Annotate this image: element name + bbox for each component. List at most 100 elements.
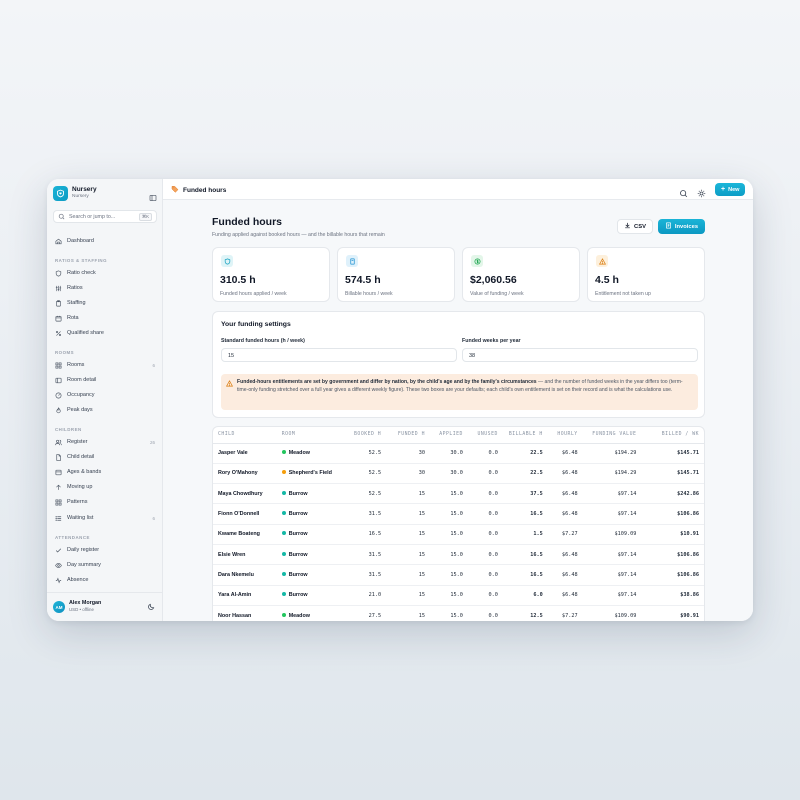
cell-unused: 0.0 <box>467 564 503 586</box>
sidebar-item-patterns[interactable]: Patterns <box>55 497 155 507</box>
sidebar-item-rota[interactable]: Rota <box>55 313 155 323</box>
table-row[interactable]: Jasper Vale Meadow 52.5 30 30.0 0.0 22.5… <box>213 443 704 464</box>
table-row[interactable]: Rory O'Mahony Shepherd's Field 52.5 30 3… <box>213 463 704 485</box>
user-menu[interactable]: AM Alex Morgan USD • offline <box>53 598 157 616</box>
col-header-unused[interactable]: UNUSED <box>467 427 503 444</box>
sidebar-item-day-summary[interactable]: Day summary <box>55 560 155 570</box>
users-icon <box>55 439 62 446</box>
cell-billed: $90.91 <box>641 605 704 621</box>
cell-room: Burrow <box>288 592 308 599</box>
moon-icon[interactable] <box>147 598 155 616</box>
room-dot <box>281 450 286 455</box>
page-title: Funded hours <box>212 216 282 228</box>
plus-icon: + <box>721 186 726 193</box>
cell-unused: 0.0 <box>467 605 503 621</box>
receipt-icon <box>665 222 672 231</box>
arrow-up-icon <box>55 484 62 491</box>
cell-applied: 15.0 <box>429 544 468 566</box>
brand[interactable]: Nursery Nursery <box>53 186 157 201</box>
col-header-child[interactable]: CHILD <box>213 427 277 444</box>
col-header-booked[interactable]: BOOKED H <box>346 427 387 444</box>
cell-booked: 52.5 <box>346 463 387 485</box>
sidebar-item-rooms[interactable]: Rooms 6 <box>55 360 155 370</box>
gauge-icon <box>55 392 62 399</box>
cell-hourly: $6.48 <box>547 564 583 586</box>
sidebar-item-label: Daily register <box>67 547 100 553</box>
sidebar-item-label: Day summary <box>67 562 101 568</box>
sidebar-item-qualified-share[interactable]: Qualified share <box>55 328 155 338</box>
cell-billable: 16.5 <box>502 503 548 525</box>
stat-cards: 310.5 h Funded hours applied / week 574.… <box>212 247 705 302</box>
sidebar-item-label: Dashboard <box>67 238 94 244</box>
csv-button[interactable]: CSV <box>617 219 653 234</box>
cell-funding-value: $97.14 <box>582 544 642 566</box>
table-row[interactable]: Fionn O'Donnell Burrow 31.5 15 15.0 0.0 … <box>213 503 704 525</box>
cell-billed: $145.71 <box>641 463 704 485</box>
invoices-button-label: Invoices <box>674 223 699 230</box>
cell-room: Burrow <box>288 531 308 538</box>
col-header-funded[interactable]: FUNDED H <box>386 427 430 444</box>
cell-room: Shepherd's Field <box>288 470 332 477</box>
cell-billable: 22.5 <box>502 463 548 485</box>
cell-funding-value: $97.14 <box>582 585 642 606</box>
table-row[interactable]: Noor Hassan Meadow 27.5 15 15.0 0.0 12.5… <box>213 605 704 621</box>
col-header-hourly[interactable]: HOURLY <box>547 427 583 444</box>
col-header-funding-value[interactable]: FUNDING VALUE <box>582 427 642 444</box>
sidebar-item-label: Absence <box>67 577 89 583</box>
sidebar-item-waiting-list[interactable]: Waiting list 6 <box>55 513 155 523</box>
sidebar-item-register[interactable]: Register 26 <box>55 437 155 447</box>
warning-icon <box>225 380 234 391</box>
invoices-button[interactable]: Invoices <box>658 219 705 234</box>
cell-hourly: $6.48 <box>547 544 583 566</box>
col-header-room[interactable]: ROOM <box>276 427 347 444</box>
cell-funding-value: $194.29 <box>582 443 642 464</box>
sidebar-item-label: Ratio check <box>67 270 96 276</box>
app-window: Nursery Nursery Search or jump to... ⌘K … <box>47 179 753 621</box>
sidebar-item-label: Rota <box>67 315 79 321</box>
sidebar-item-peak-days[interactable]: Peak days <box>55 405 155 415</box>
col-header-billed[interactable]: BILLED / WK <box>641 427 704 444</box>
table-row[interactable]: Elsie Wren Burrow 31.5 15 15.0 0.0 16.5 … <box>213 544 704 566</box>
sidebar-item-room-detail[interactable]: Room detail <box>55 375 155 385</box>
sidebar-item-ages-bands[interactable]: Ages & bands <box>55 467 155 477</box>
sidebar-item-label: Qualified share <box>67 330 104 336</box>
percent-icon <box>55 330 62 337</box>
activity-icon <box>55 577 62 584</box>
weeks-field[interactable]: 38 <box>462 348 698 362</box>
sidebar-item-absence[interactable]: Absence <box>55 575 155 585</box>
cell-funding-value: $109.09 <box>582 524 642 545</box>
stat-label: Entitlement not taken up <box>595 291 651 297</box>
new-button[interactable]: + New <box>715 183 746 196</box>
sidebar-item-moving-up[interactable]: Moving up <box>55 482 155 492</box>
sidebar-item-dashboard[interactable]: Dashboard <box>55 236 155 246</box>
cell-billable: 16.5 <box>502 564 548 586</box>
sun-icon[interactable] <box>697 185 706 203</box>
sidebar-collapse-icon[interactable] <box>149 189 157 207</box>
room-dot <box>281 531 286 536</box>
cell-funded: 15 <box>386 605 430 621</box>
sidebar-item-occupancy[interactable]: Occupancy <box>55 390 155 400</box>
cell-booked: 52.5 <box>346 483 387 505</box>
col-header-billable[interactable]: BILLABLE H <box>502 427 548 444</box>
sidebar-item-child-detail[interactable]: Child detail <box>55 452 155 462</box>
download-icon <box>624 222 631 231</box>
table-row[interactable]: Kwame Boateng Burrow 16.5 15 15.0 0.0 1.… <box>213 524 704 545</box>
sidebar-item-ratios[interactable]: Ratios <box>55 283 155 293</box>
table-header-row: CHILD ROOM BOOKED H FUNDED H APPLIED UNU… <box>213 427 704 444</box>
search-input[interactable]: Search or jump to... ⌘K <box>53 210 157 223</box>
cell-room: Meadow <box>288 450 310 457</box>
cell-billed: $106.86 <box>641 564 704 586</box>
sidebar-item-ratio-check[interactable]: Ratio check <box>55 268 155 278</box>
sidebar-item-daily-register[interactable]: Daily register <box>55 545 155 555</box>
section-children: CHILDREN <box>55 427 82 432</box>
sidebar-item-staffing[interactable]: Staffing <box>55 298 155 308</box>
room-dot <box>281 551 286 556</box>
cell-billable: 1.5 <box>502 524 548 545</box>
table-row[interactable]: Dara Nkemelu Burrow 31.5 15 15.0 0.0 16.… <box>213 564 704 586</box>
cell-hourly: $6.48 <box>547 585 583 606</box>
search-icon[interactable] <box>679 185 688 203</box>
table-row[interactable]: Maya Chowdhury Burrow 52.5 15 15.0 0.0 3… <box>213 483 704 505</box>
std-hours-field[interactable]: 15 <box>221 348 457 362</box>
table-row[interactable]: Yara Al-Amin Burrow 21.0 15 15.0 0.0 6.0… <box>213 585 704 606</box>
col-header-applied[interactable]: APPLIED <box>429 427 468 444</box>
